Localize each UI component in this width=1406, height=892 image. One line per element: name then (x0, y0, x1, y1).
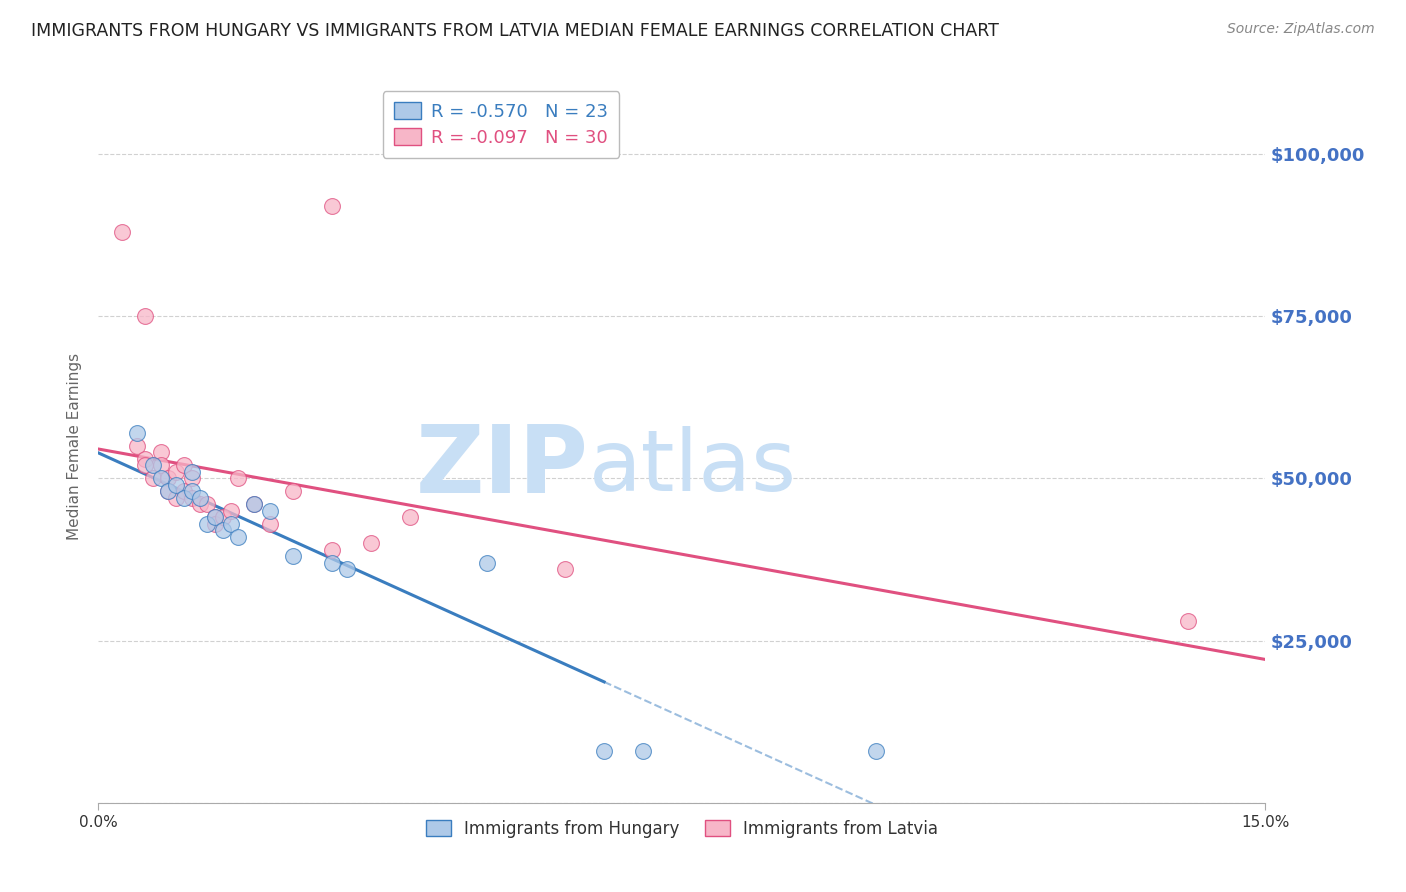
Point (111, 225, 134, 239)
Point (228, 471, 250, 485)
Point (127, 439, 149, 453)
Point (149, 458, 172, 473)
Point (593, 744, 616, 758)
Point (149, 471, 172, 485)
Point (188, 491, 211, 505)
Point (228, 530, 250, 544)
Point (321, 199, 343, 213)
Point (1177, 614, 1199, 628)
Point (142, 471, 165, 485)
Point (204, 510, 226, 524)
Point (188, 497, 211, 511)
Point (360, 536, 382, 550)
Point (259, 516, 281, 531)
Point (134, 310, 156, 324)
Point (134, 458, 156, 473)
Point (212, 510, 235, 524)
Legend: Immigrants from Hungary, Immigrants from Latvia: Immigrants from Hungary, Immigrants from… (419, 814, 945, 845)
Point (321, 542, 343, 557)
Point (631, 744, 654, 758)
Point (180, 491, 202, 505)
Point (398, 510, 420, 524)
Point (180, 465, 202, 479)
Point (180, 471, 202, 485)
Point (195, 516, 218, 531)
Text: ZIP: ZIP (416, 421, 589, 514)
Point (195, 497, 218, 511)
Point (477, 556, 499, 570)
Point (336, 562, 359, 576)
Point (149, 445, 172, 459)
Point (281, 549, 304, 564)
Point (157, 484, 180, 499)
Point (157, 484, 180, 499)
Point (180, 484, 202, 499)
Text: Source: ZipAtlas.com: Source: ZipAtlas.com (1227, 22, 1375, 37)
Text: atlas: atlas (589, 425, 797, 509)
Point (165, 478, 187, 492)
Y-axis label: Median Female Earnings: Median Female Earnings (67, 352, 83, 540)
Point (321, 556, 343, 570)
Point (219, 504, 242, 518)
Point (142, 458, 165, 473)
Point (173, 484, 195, 499)
Point (157, 471, 180, 485)
Point (865, 744, 887, 758)
Point (243, 497, 266, 511)
Point (281, 484, 304, 499)
Point (173, 458, 195, 473)
Point (165, 465, 187, 479)
Point (243, 497, 266, 511)
Point (134, 452, 156, 467)
Point (165, 491, 187, 505)
Point (554, 562, 576, 576)
Point (212, 524, 235, 538)
Point (204, 510, 226, 524)
Text: IMMIGRANTS FROM HUNGARY VS IMMIGRANTS FROM LATVIA MEDIAN FEMALE EARNINGS CORRELA: IMMIGRANTS FROM HUNGARY VS IMMIGRANTS FR… (31, 22, 998, 40)
Point (173, 491, 195, 505)
Point (219, 516, 242, 531)
Point (259, 504, 281, 518)
Point (127, 425, 149, 440)
Point (204, 516, 226, 531)
